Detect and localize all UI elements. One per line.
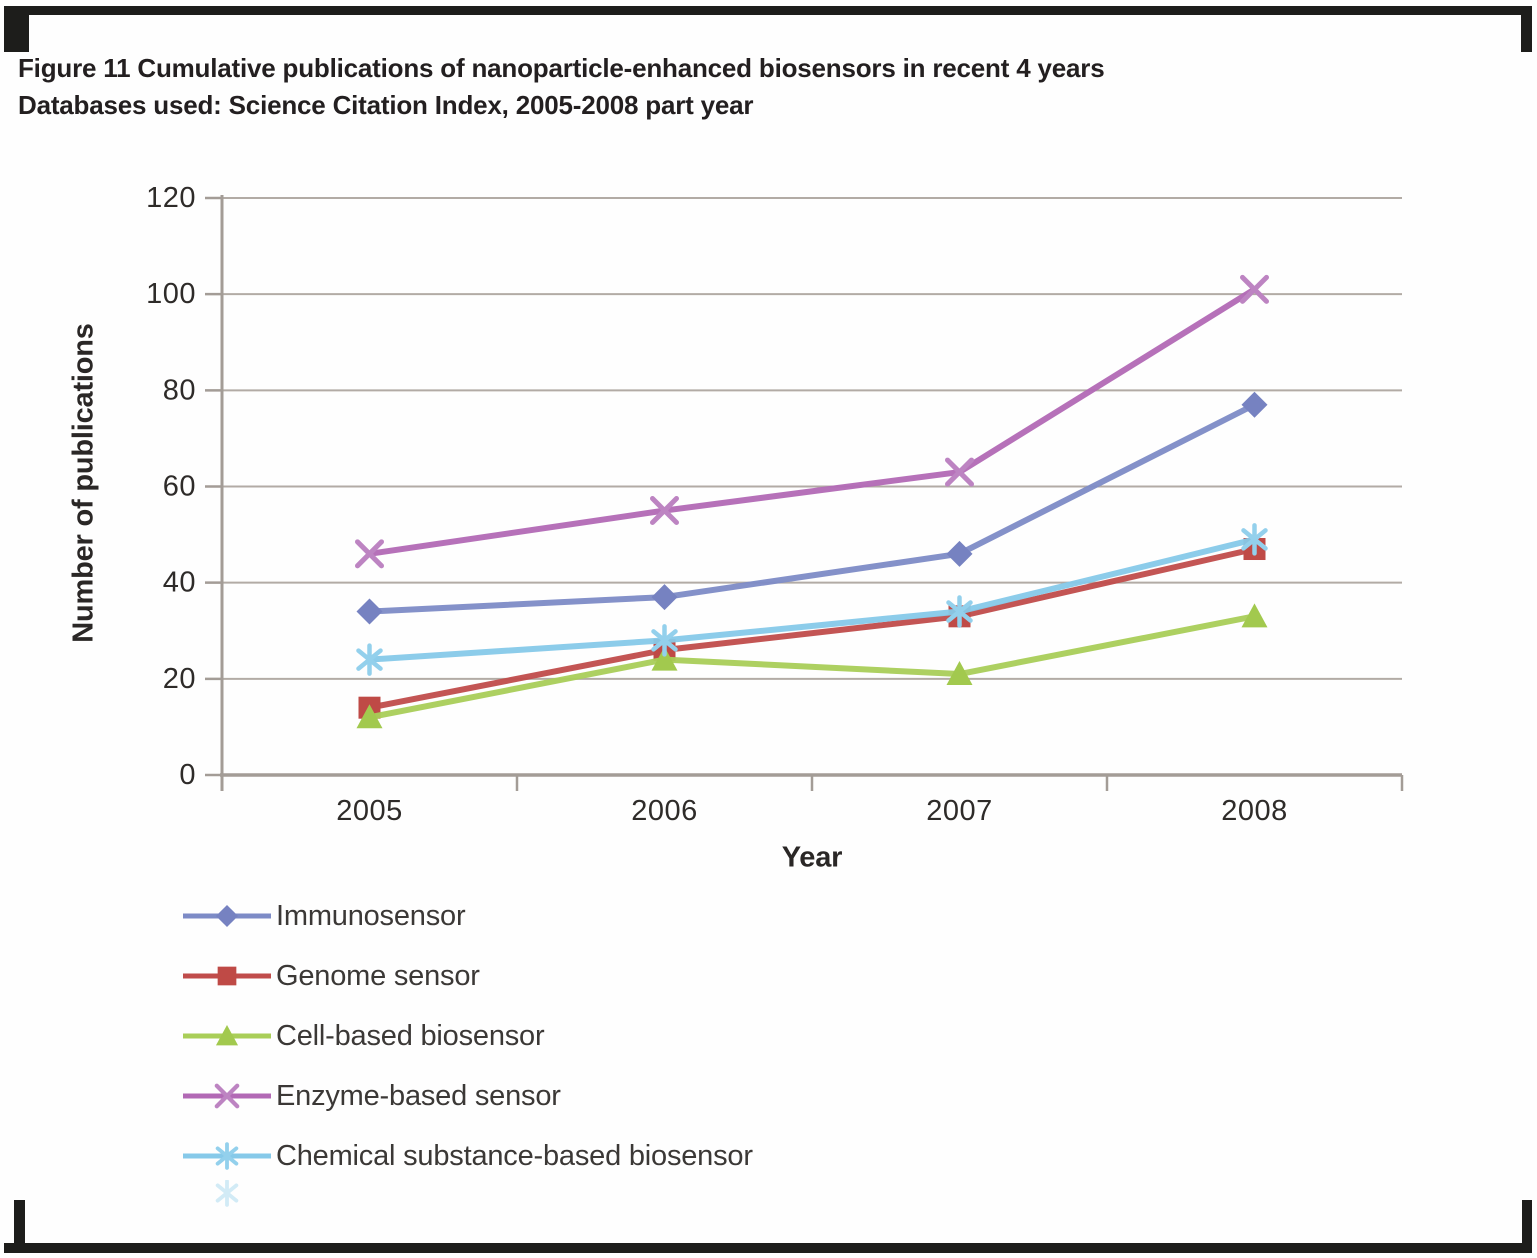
y-tick-label-120: 120	[146, 182, 196, 214]
marker-cell-based-biosensor-2007	[946, 661, 973, 686]
series-line-enzyme-based-sensor	[366, 286, 1258, 557]
series-line-immunosensor	[366, 401, 1258, 615]
x-axis-title: Year	[781, 841, 843, 874]
legend-item-immunosensor: Immunosensor	[181, 896, 753, 936]
legend-item-genome-sensor: Genome sensor	[181, 956, 753, 996]
legend-item-chemical-substance-based-biosensor: Chemical substance-based biosensor	[181, 1136, 753, 1176]
legend-label-chemical-substance-based-biosensor: Chemical substance-based biosensor	[276, 1139, 753, 1172]
x-tick-label-2007: 2007	[926, 795, 993, 827]
marker-immunosensor-2005	[356, 598, 383, 625]
series-line-chemical-substance-based-biosensor	[366, 536, 1258, 663]
legend-item-cell-based-biosensor: Cell-based biosensor	[181, 1016, 753, 1056]
legend-swatch-genome-sensor-icon	[183, 966, 271, 986]
page-border-corner-bottom-right	[1522, 1200, 1532, 1245]
page-border-corner-top-right	[1521, 6, 1532, 52]
legend-swatch-immunosensor-icon	[183, 904, 271, 928]
marker-chemical-substance-based-biosensor-2008	[1241, 523, 1268, 556]
marker-enzyme-based-sensor-2005	[355, 539, 384, 569]
legend-swatch-cell-based-biosensor-icon	[183, 1024, 271, 1046]
x-tick-label-2005: 2005	[336, 795, 403, 827]
marker-immunosensor-2007	[946, 540, 973, 567]
x-tick-label-2008: 2008	[1221, 795, 1288, 827]
page-border-corner-bottom-left	[14, 1200, 25, 1245]
series-line-genome-sensor	[366, 546, 1258, 711]
page-border-top	[4, 6, 1532, 15]
y-tick-label-40: 40	[163, 567, 196, 599]
legend-artifact-asterisk-icon	[215, 1180, 239, 1207]
marker-chemical-substance-based-biosensor-2006	[651, 624, 678, 657]
legend-marker-immunosensor-icon	[215, 904, 239, 928]
marker-enzyme-based-sensor-2007	[945, 457, 974, 487]
legend-marker-genome-sensor-icon	[217, 966, 237, 986]
legend-label-cell-based-biosensor: Cell-based biosensor	[276, 1019, 545, 1052]
legend-marker-cell-based-biosensor-icon	[215, 1024, 239, 1046]
legend-label-genome-sensor: Genome sensor	[276, 959, 480, 992]
legend-marker-chemical-substance-based-biosensor-icon	[215, 1142, 239, 1170]
y-tick-label-100: 100	[146, 278, 196, 310]
legend-marker-enzyme-based-sensor-icon	[214, 1083, 240, 1109]
y-tick-label-20: 20	[163, 663, 196, 695]
chart-legend: Immunosensor Genome sensor Cell-based bios…	[181, 896, 753, 1207]
marker-enzyme-based-sensor-2006	[650, 496, 679, 526]
figure-caption-line1: Figure 11 Cumulative publications of nan…	[18, 53, 1105, 83]
series-line-cell-based-biosensor	[366, 613, 1258, 721]
y-axis-title: Number of publications	[67, 323, 100, 643]
marker-cell-based-biosensor-2006	[651, 646, 678, 671]
marker-immunosensor-2006	[651, 584, 678, 611]
marker-cell-based-biosensor-2008	[1241, 603, 1268, 628]
page-border-corner-top-left	[4, 6, 29, 52]
legend-swatch-enzyme-based-sensor-icon	[183, 1083, 271, 1109]
figure-caption-line2: Databases used: Science Citation Index, …	[18, 90, 754, 120]
figure-caption: Figure 11 Cumulative publications of nan…	[18, 50, 1105, 124]
y-tick-label-80: 80	[163, 374, 196, 406]
y-tick-label-60: 60	[163, 471, 196, 503]
marker-cell-based-biosensor-2005	[356, 704, 383, 729]
marker-enzyme-based-sensor-2008	[1240, 274, 1269, 304]
marker-chemical-substance-based-biosensor-2007	[946, 595, 973, 628]
x-tick-label-2006: 2006	[631, 795, 698, 827]
legend-label-enzyme-based-sensor: Enzyme-based sensor	[276, 1079, 561, 1112]
legend-artifact-glyph	[215, 1180, 239, 1207]
marker-immunosensor-2008	[1241, 391, 1268, 418]
legend-swatch-chemical-substance-based-biosensor-icon	[183, 1142, 271, 1170]
y-tick-label-0: 0	[179, 759, 196, 791]
legend-item-enzyme-based-sensor: Enzyme-based sensor	[181, 1076, 753, 1116]
page-border-bottom	[4, 1243, 1532, 1253]
marker-chemical-substance-based-biosensor-2005	[356, 643, 383, 676]
legend-label-immunosensor: Immunosensor	[276, 899, 466, 932]
